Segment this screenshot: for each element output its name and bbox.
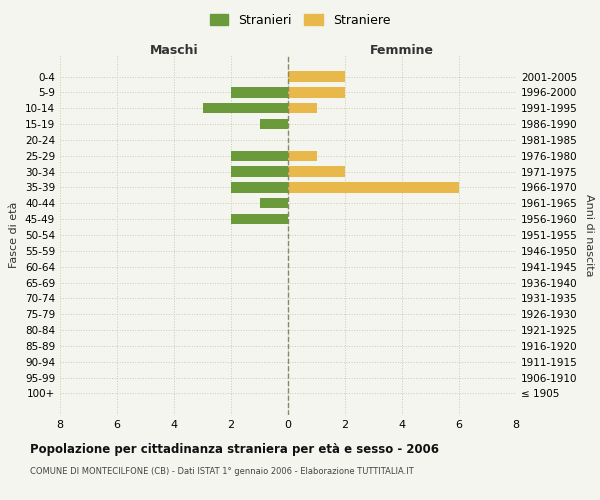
Text: COMUNE DI MONTECILFONE (CB) - Dati ISTAT 1° gennaio 2006 - Elaborazione TUTTITAL: COMUNE DI MONTECILFONE (CB) - Dati ISTAT… — [30, 468, 414, 476]
Bar — [260, 198, 288, 208]
Legend: Stranieri, Straniere: Stranieri, Straniere — [205, 8, 395, 32]
Y-axis label: Anni di nascita: Anni di nascita — [584, 194, 594, 276]
Bar — [288, 182, 459, 192]
Text: Femmine: Femmine — [370, 44, 434, 58]
Text: Popolazione per cittadinanza straniera per età e sesso - 2006: Popolazione per cittadinanza straniera p… — [30, 442, 439, 456]
Bar — [288, 103, 317, 114]
Bar — [260, 119, 288, 129]
Bar — [288, 72, 345, 82]
Bar — [288, 87, 345, 98]
Bar — [231, 166, 288, 177]
Text: Maschi: Maschi — [149, 44, 199, 58]
Bar — [203, 103, 288, 114]
Bar — [231, 182, 288, 192]
Bar — [231, 150, 288, 161]
Bar — [231, 214, 288, 224]
Bar — [231, 87, 288, 98]
Bar — [288, 150, 317, 161]
Y-axis label: Fasce di età: Fasce di età — [10, 202, 19, 268]
Bar — [288, 166, 345, 177]
